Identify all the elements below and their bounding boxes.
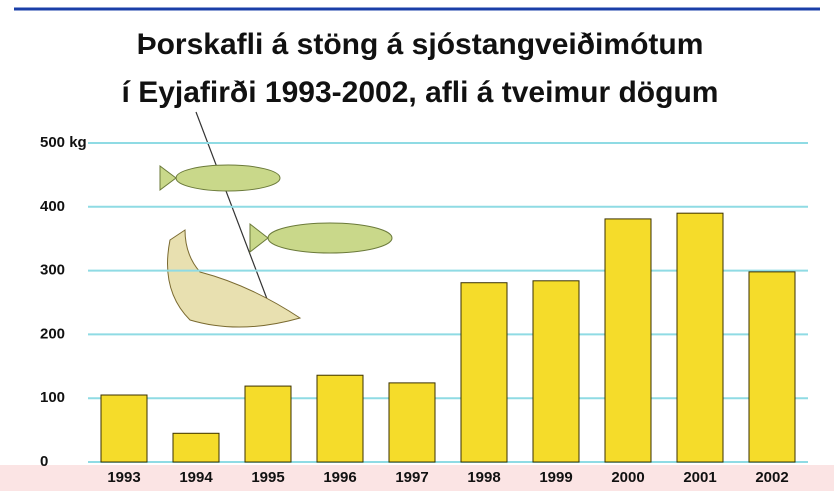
bar: [172, 432, 220, 463]
bar: [748, 271, 796, 463]
bar: [676, 212, 724, 463]
y-tick-label: 200: [40, 325, 65, 342]
x-tick-label: 1999: [539, 469, 572, 486]
axis-band: [0, 465, 834, 491]
x-tick-label: 1998: [467, 469, 500, 486]
y-tick-label: 100: [40, 389, 65, 406]
x-tick-label: 1993: [107, 469, 140, 486]
bar: [100, 394, 148, 463]
x-tick-label: 1997: [395, 469, 428, 486]
x-tick-label: 1995: [251, 469, 284, 486]
bar: [460, 282, 508, 463]
y-tick-label: 300: [40, 262, 65, 279]
fish-illustration: [159, 111, 393, 328]
bar: [244, 385, 292, 463]
x-tick-label: 2002: [755, 469, 788, 486]
bar: [388, 382, 436, 463]
y-tick-label: 400: [40, 198, 65, 215]
bar: [316, 374, 364, 463]
x-tick-label: 1996: [323, 469, 356, 486]
chart-subtitle: í Eyjafirði 1993-2002, afli á tveimur dö…: [122, 76, 719, 109]
x-tick-label: 1994: [179, 469, 213, 486]
bar: [604, 218, 652, 463]
chart-title: Þorskafli á stöng á sjóstangveiðimótum: [137, 28, 704, 61]
bar: [532, 280, 580, 463]
x-tick-label: 2000: [611, 469, 644, 486]
y-tick-label: 0: [40, 453, 48, 470]
y-tick-label: 500 kg: [40, 134, 87, 151]
x-tick-label: 2001: [683, 469, 716, 486]
